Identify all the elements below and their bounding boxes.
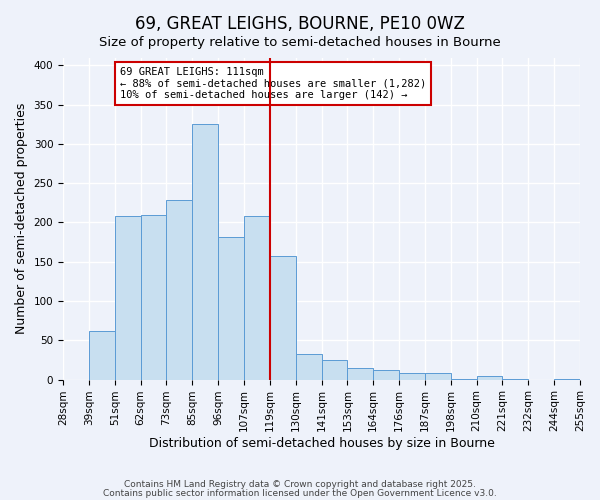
- Bar: [425, 372, 451, 380]
- Bar: [192, 124, 218, 380]
- Bar: [399, 372, 425, 380]
- Bar: [115, 216, 140, 380]
- Text: Contains HM Land Registry data © Crown copyright and database right 2025.: Contains HM Land Registry data © Crown c…: [124, 480, 476, 489]
- Bar: [554, 379, 580, 380]
- Text: Size of property relative to semi-detached houses in Bourne: Size of property relative to semi-detach…: [99, 36, 501, 49]
- Y-axis label: Number of semi-detached properties: Number of semi-detached properties: [15, 103, 28, 334]
- Bar: [451, 379, 476, 380]
- Text: 69 GREAT LEIGHS: 111sqm
← 88% of semi-detached houses are smaller (1,282)
10% of: 69 GREAT LEIGHS: 111sqm ← 88% of semi-de…: [120, 67, 426, 100]
- Bar: [140, 214, 166, 380]
- Bar: [166, 200, 192, 380]
- X-axis label: Distribution of semi-detached houses by size in Bourne: Distribution of semi-detached houses by …: [149, 437, 494, 450]
- Bar: [270, 256, 296, 380]
- Bar: [347, 368, 373, 380]
- Bar: [218, 236, 244, 380]
- Bar: [89, 331, 115, 380]
- Text: Contains public sector information licensed under the Open Government Licence v3: Contains public sector information licen…: [103, 488, 497, 498]
- Bar: [296, 354, 322, 380]
- Bar: [373, 370, 399, 380]
- Bar: [476, 376, 502, 380]
- Text: 69, GREAT LEIGHS, BOURNE, PE10 0WZ: 69, GREAT LEIGHS, BOURNE, PE10 0WZ: [135, 15, 465, 33]
- Bar: [502, 379, 529, 380]
- Bar: [244, 216, 270, 380]
- Bar: [322, 360, 347, 380]
